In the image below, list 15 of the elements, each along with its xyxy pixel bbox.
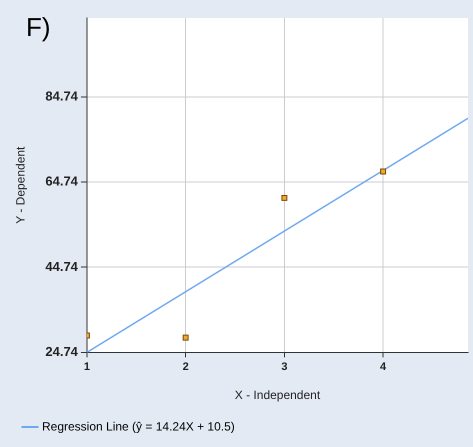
point xyxy=(281,194,288,201)
chart-title: F) xyxy=(26,12,51,43)
y-tick-label: 44.74 xyxy=(45,258,79,274)
point xyxy=(380,168,386,174)
x-axis-title: X - Independent xyxy=(234,388,321,402)
y-tick-label: 64.74 xyxy=(45,174,79,189)
y-tick-label: 84.74 xyxy=(45,88,79,104)
y-axis-title: Y - Dependent xyxy=(14,146,28,224)
legend-label: Regression Line (ŷ = 14.24X + 10.5) xyxy=(42,419,235,434)
x-tick-label: 3 xyxy=(281,361,288,374)
y-tick-label: 24.74 xyxy=(45,344,79,359)
x-tick-label: 2 xyxy=(182,361,189,374)
point xyxy=(182,334,189,341)
x-tick-label: 4 xyxy=(380,361,388,374)
x-tick-label: 1 xyxy=(84,361,90,374)
